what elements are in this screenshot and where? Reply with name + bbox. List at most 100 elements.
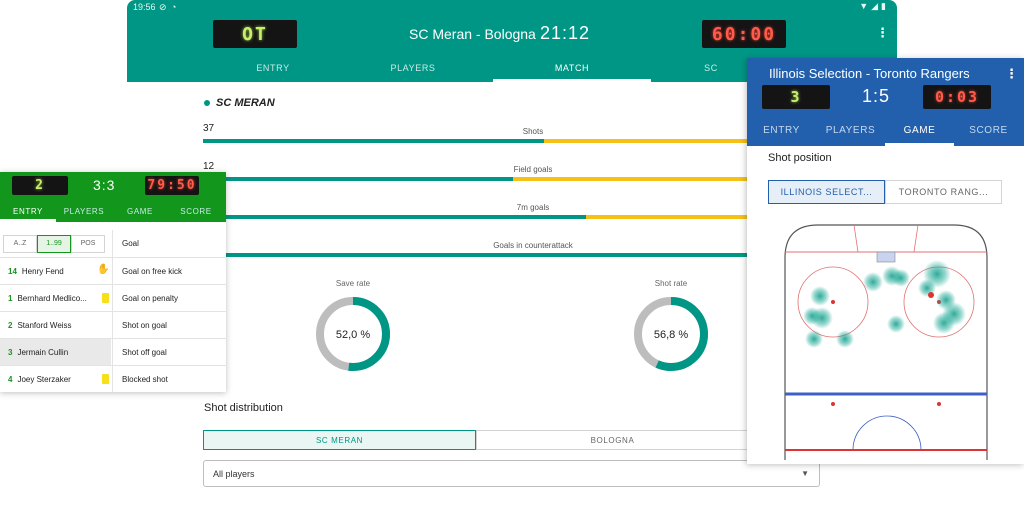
sync-icon: ◔ bbox=[171, 2, 177, 12]
heat-blob bbox=[836, 330, 854, 348]
stat-bar bbox=[203, 177, 863, 181]
yellow-card-icon bbox=[102, 293, 109, 303]
team-heading: SC MERAN bbox=[204, 97, 275, 109]
game-score: 1:5 bbox=[862, 86, 891, 106]
shot-heatmap bbox=[803, 260, 966, 348]
sort-number-button[interactable]: 1..99 bbox=[37, 234, 71, 253]
heat-blob bbox=[887, 315, 905, 333]
game-clock: 79:50 bbox=[145, 176, 199, 195]
more-options-icon[interactable]: ⋮ bbox=[876, 25, 889, 40]
action-goal-penalty[interactable]: Goal on penalty bbox=[112, 285, 226, 311]
player-name: Joey Sterzaker bbox=[17, 374, 71, 384]
tab-players[interactable]: PLAYERS bbox=[63, 207, 105, 216]
player-name: Bernhard Medlico... bbox=[17, 293, 87, 303]
player-row-selected[interactable]: 3 Jermain Cullin bbox=[0, 339, 111, 365]
tab-game[interactable]: GAME bbox=[127, 207, 153, 216]
period-score: 3:3 bbox=[93, 177, 116, 193]
sort-options: A..Z 1..99 POS bbox=[0, 230, 111, 257]
stat-bar bbox=[203, 215, 863, 219]
team-tab-home[interactable]: ILLINOIS SELECT... bbox=[768, 180, 885, 204]
shot-rate-label: Shot rate bbox=[654, 279, 688, 288]
trapezoid-line bbox=[853, 224, 859, 253]
save-rate-label: Save rate bbox=[335, 279, 371, 288]
stat-label: Field goals bbox=[513, 165, 553, 174]
save-rate-value: 52,0 % bbox=[336, 329, 370, 341]
player-number: 2 bbox=[8, 320, 13, 330]
stat-bar-fill bbox=[203, 139, 544, 143]
status-bar: 19:56 ⊘ ◔ ▼◢▮ bbox=[127, 0, 897, 14]
entry-header: 2 3:3 79:50 ENTRY PLAYERS GAME SCORE bbox=[0, 172, 226, 222]
status-time: 19:56 bbox=[133, 2, 156, 12]
action-blocked-shot[interactable]: Blocked shot bbox=[112, 366, 226, 392]
sort-position-button[interactable]: POS bbox=[71, 234, 105, 253]
heat-blob bbox=[811, 307, 833, 329]
sort-alpha-button[interactable]: A..Z bbox=[3, 234, 37, 253]
heat-blob bbox=[805, 330, 823, 348]
game-clock: 0:03 bbox=[923, 85, 991, 109]
tab-entry[interactable]: ENTRY bbox=[0, 203, 56, 222]
player-row[interactable]: 1 Bernhard Medlico... bbox=[0, 285, 111, 311]
heat-blob bbox=[892, 269, 910, 287]
action-shot-on-goal[interactable]: Shot on goal bbox=[112, 312, 226, 338]
tab-score[interactable]: SCORE bbox=[180, 207, 212, 216]
player-number: 3 bbox=[8, 347, 13, 357]
shot-rate-chart: Shot rate 56,8 % bbox=[611, 279, 731, 374]
neutral-faceoff-dot bbox=[831, 402, 835, 406]
more-options-icon[interactable]: ⋮ bbox=[1005, 66, 1018, 81]
status-right-icons: ▼◢▮ bbox=[859, 1, 889, 11]
goal-crease bbox=[876, 251, 896, 263]
tab-entry[interactable]: ENTRY bbox=[256, 63, 290, 73]
stat-label: Shots bbox=[522, 127, 544, 136]
player-number: 14 bbox=[8, 266, 17, 276]
team-tab-away[interactable]: TORONTO RANG... bbox=[885, 180, 1002, 204]
player-number: 1 bbox=[8, 293, 13, 303]
list-item: 4 Joey Sterzaker Blocked shot bbox=[0, 365, 226, 392]
player-number: 4 bbox=[8, 374, 13, 384]
stat-value: 12 bbox=[203, 161, 215, 172]
tab-score[interactable]: SCORE bbox=[969, 125, 1008, 136]
player-select-value: All players bbox=[213, 469, 255, 479]
tab-entry[interactable]: ENTRY bbox=[763, 125, 800, 136]
tab-players[interactable]: PLAYERS bbox=[825, 125, 876, 136]
action-goal[interactable]: Goal bbox=[112, 230, 226, 257]
team-dot-icon bbox=[204, 100, 210, 107]
shot-distribution-title: Shot distribution bbox=[204, 402, 283, 414]
entry-tabs: ENTRY PLAYERS GAME SCORE bbox=[0, 203, 224, 222]
trapezoid-line bbox=[913, 224, 919, 253]
goalkeeper-glove-icon: ✋ bbox=[97, 264, 110, 275]
shot-rate-value: 56,8 % bbox=[654, 329, 688, 341]
heat-dot bbox=[928, 292, 934, 298]
do-not-disturb-icon: ⊘ bbox=[159, 2, 167, 12]
faceoff-dot bbox=[831, 300, 835, 304]
distribution-tab-home[interactable]: SC MERAN bbox=[203, 430, 476, 450]
hockey-rink[interactable] bbox=[784, 224, 988, 460]
player-row[interactable]: 2 Stanford Weiss bbox=[0, 312, 111, 338]
player-row[interactable]: 14 Henry Fend ✋ bbox=[0, 258, 111, 284]
stat-bar bbox=[203, 139, 863, 143]
hockey-window: Illinois Selection - Toronto Rangers ⋮ 3… bbox=[747, 58, 1024, 464]
match-title: SC Meran - Bologna bbox=[409, 26, 536, 42]
tab-match[interactable]: MATCH bbox=[493, 54, 651, 82]
player-row[interactable]: 4 Joey Sterzaker bbox=[0, 366, 111, 392]
heat-blob bbox=[933, 312, 955, 334]
player-name: Jermain Cullin bbox=[17, 347, 69, 357]
dropdown-caret-icon: ▼ bbox=[801, 469, 809, 478]
player-select[interactable]: All players ▼ bbox=[203, 460, 820, 487]
heat-blob bbox=[810, 286, 830, 306]
faceoff-circle bbox=[797, 266, 869, 338]
away-clock: 60:00 bbox=[702, 20, 786, 48]
action-goal-free-kick[interactable]: Goal on free kick bbox=[112, 258, 226, 284]
donut-arc bbox=[634, 297, 708, 371]
tab-players[interactable]: PLAYERS bbox=[390, 63, 436, 73]
hockey-header: Illinois Selection - Toronto Rangers ⋮ 3… bbox=[747, 58, 1024, 146]
stat-bar-fill bbox=[203, 177, 514, 181]
tab-score[interactable]: SC bbox=[704, 63, 718, 73]
distribution-tab-away[interactable]: BOLOGNA bbox=[476, 430, 749, 450]
action-shot-off-goal[interactable]: Shot off goal bbox=[112, 339, 226, 365]
heat-blob bbox=[863, 272, 883, 292]
stat-bar-fill bbox=[203, 253, 857, 257]
stat-label: 7m goals bbox=[516, 203, 550, 212]
player-name: Stanford Weiss bbox=[17, 320, 72, 330]
tab-game[interactable]: GAME bbox=[885, 118, 954, 146]
match-header: 19:56 ⊘ ◔ ▼◢▮ OT SC Meran - Bologna 21:1… bbox=[127, 0, 897, 82]
